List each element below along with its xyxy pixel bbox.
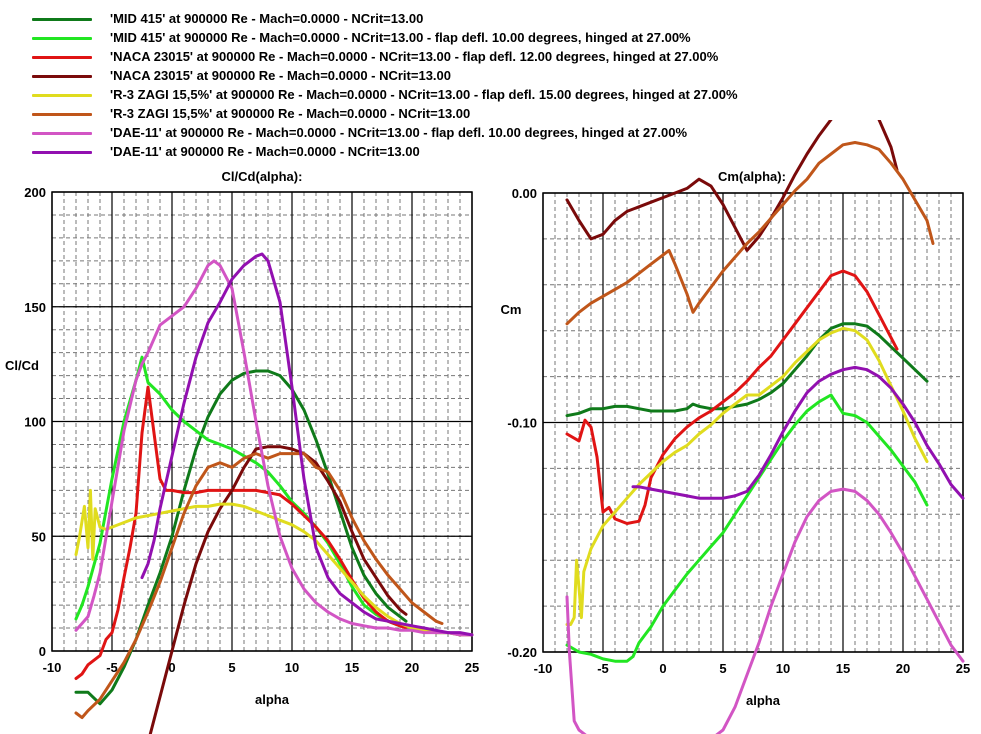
series-line-naca-23015 [565, 120, 899, 252]
y-axis-label: Cm [501, 302, 522, 317]
y-tick-label: 200 [24, 185, 46, 200]
x-tick-label: 10 [285, 660, 299, 675]
chart-title: Cl/Cd(alpha): [222, 169, 303, 184]
legend-label: 'DAE-11' at 900000 Re - Mach=0.0000 - NC… [110, 144, 420, 159]
x-axis-label: alpha [255, 692, 290, 707]
series-line-dae-11 [631, 365, 965, 500]
series-line-r-3-zagi [74, 452, 444, 720]
legend-label: 'R-3 ZAGI 15,5%' at 900000 Re - Mach=0.0… [110, 87, 738, 102]
x-tick-label: 20 [896, 661, 910, 676]
legend-swatch [32, 132, 92, 135]
series-line-mid-415 [565, 322, 929, 418]
y-tick-label: -0.10 [507, 416, 537, 431]
legend-entry: 'NACA 23015' at 900000 Re - Mach=0.0000 … [0, 48, 981, 67]
legend-entry: 'MID 415' at 900000 Re - Mach=0.0000 - N… [0, 29, 981, 48]
x-tick-label: 0 [659, 661, 666, 676]
legend-entry: 'NACA 23015' at 900000 Re - Mach=0.0000 … [0, 67, 981, 86]
series-line-dae-11 [140, 252, 474, 637]
legend-label: 'MID 415' at 900000 Re - Mach=0.0000 - N… [110, 11, 424, 26]
x-tick-label: 5 [228, 660, 235, 675]
y-tick-label: 0 [39, 644, 46, 659]
cm-chart: -10 -5 0 5 10 15 20 25 -0.20 -0.10 0.00 Cm(alpha): a… [501, 120, 970, 734]
y-tick-label: 100 [24, 415, 46, 430]
legend-swatch [32, 37, 92, 40]
series-line-naca-23015-flap-12 [74, 385, 408, 680]
legend-swatch [32, 113, 92, 116]
x-tick-label: 5 [719, 661, 726, 676]
x-tick-label: 15 [836, 661, 850, 676]
y-axis-label: Cl/Cd [5, 358, 39, 373]
chart-title: Cm(alpha): [718, 169, 786, 184]
series-line-naca-23015-flap-12 [565, 269, 899, 525]
plot-frame [51, 191, 473, 652]
y-tick-label: 50 [32, 529, 46, 544]
legend-label: 'MID 415' at 900000 Re - Mach=0.0000 - N… [110, 30, 691, 45]
legend-label: 'NACA 23015' at 900000 Re - Mach=0.0000 … [110, 49, 719, 64]
y-tick-label: 150 [24, 300, 46, 315]
legend-label: 'NACA 23015' at 900000 Re - Mach=0.0000 … [110, 68, 451, 83]
legend-swatch [32, 75, 92, 78]
x-tick-label: -10 [43, 660, 62, 675]
series-group [74, 252, 474, 734]
series-line-dae-11-flap-10 [74, 259, 474, 637]
series-line-dae-11-flap-10 [565, 487, 965, 734]
legend-swatch [32, 94, 92, 97]
legend-entry: 'DAE-11' at 900000 Re - Mach=0.0000 - NC… [0, 124, 981, 143]
series-line-r-3-zagi [565, 141, 935, 326]
legend-entry: 'R-3 ZAGI 15,5%' at 900000 Re - Mach=0.0… [0, 105, 981, 124]
series-line-naca-23015 [148, 445, 408, 734]
x-tick-label: 10 [776, 661, 790, 676]
legend-label: 'DAE-11' at 900000 Re - Mach=0.0000 - NC… [110, 125, 688, 140]
y-tick-label: -0.20 [507, 645, 537, 660]
legend-entry: 'R-3 ZAGI 15,5%' at 900000 Re - Mach=0.0… [0, 86, 981, 105]
x-tick-label: 20 [405, 660, 419, 675]
legend-swatch [32, 18, 92, 21]
x-tick-label: -5 [106, 660, 118, 675]
x-tick-label: -10 [534, 661, 553, 676]
x-tick-label: 25 [465, 660, 479, 675]
x-tick-label: -5 [597, 661, 609, 676]
legend-swatch [32, 56, 92, 59]
x-tick-label: 0 [168, 660, 175, 675]
legend-swatch [32, 151, 92, 154]
series-line-r-3-zagi-flap-15 [565, 326, 929, 626]
legend-entry: 'MID 415' at 900000 Re - Mach=0.0000 - N… [0, 10, 981, 29]
y-tick-label: 0.00 [512, 186, 537, 201]
x-axis-label: alpha [746, 693, 781, 708]
x-tick-label: 25 [956, 661, 970, 676]
legend-label: 'R-3 ZAGI 15,5%' at 900000 Re - Mach=0.0… [110, 106, 471, 121]
series-line-r-3-zagi-flap-15 [74, 488, 474, 637]
x-tick-label: 15 [345, 660, 359, 675]
series-line-mid-415-flap-10 [565, 393, 929, 663]
plot-frame [542, 192, 964, 653]
legend-entry: 'DAE-11' at 900000 Re - Mach=0.0000 - NC… [0, 143, 981, 162]
series-group [565, 120, 965, 734]
clcd-chart: -10 -5 0 5 10 15 20 25 0 50 100 150 200 Cl/Cd(alpha):… [5, 169, 479, 734]
